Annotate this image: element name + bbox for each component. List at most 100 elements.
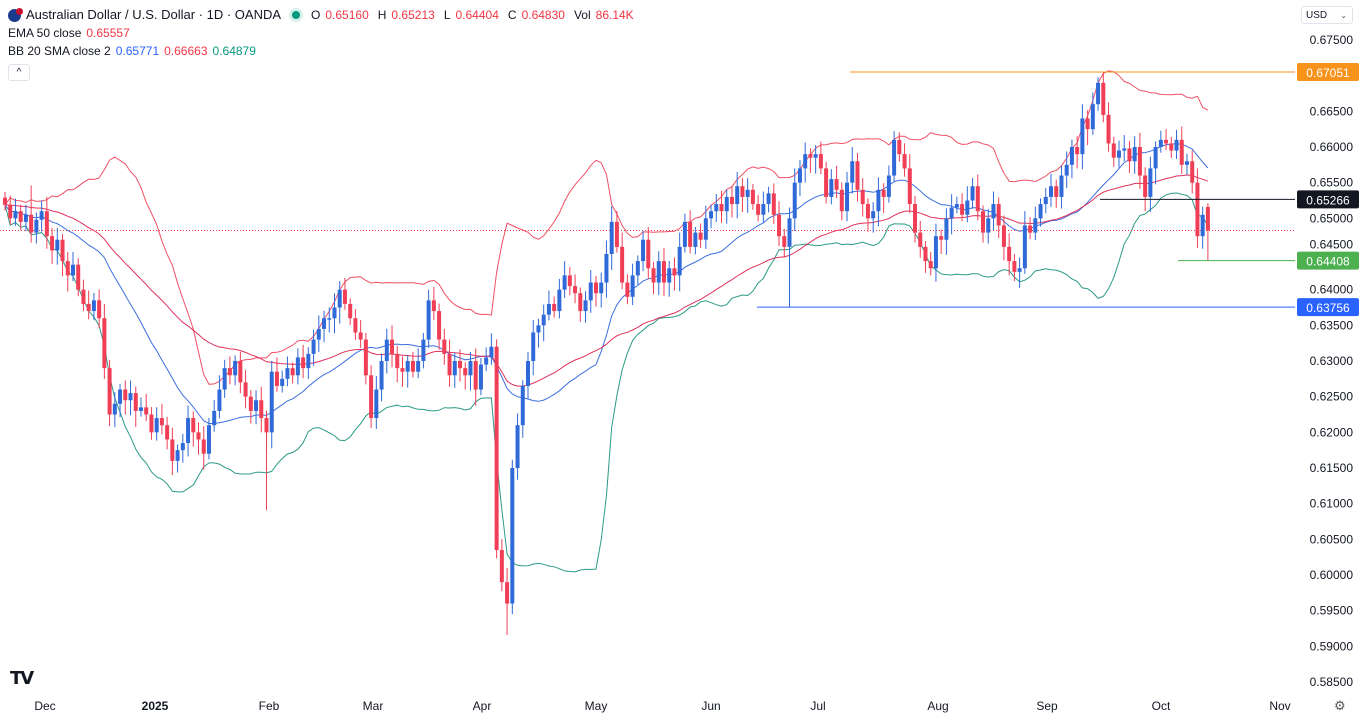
candle-body — [614, 221, 619, 247]
candle-body — [933, 236, 938, 269]
candle-body — [1200, 214, 1205, 237]
y-tick-label: 0.59000 — [1310, 639, 1354, 653]
candle-body — [133, 393, 138, 411]
ema-value: 0.65557 — [86, 26, 130, 40]
candle-body — [55, 239, 60, 251]
candle-body — [646, 239, 651, 269]
candle-body — [395, 353, 400, 369]
tradingview-logo[interactable]: TV — [10, 668, 34, 689]
price-label-badge — [1297, 63, 1359, 82]
candle-body — [960, 204, 965, 215]
chevron-up-icon: ^ — [16, 67, 22, 78]
candle-body — [991, 204, 996, 219]
symbol-title[interactable]: Australian Dollar / U.S. Dollar · 1D · O… — [26, 7, 282, 22]
candle-body — [86, 303, 91, 312]
candle-body — [902, 154, 907, 169]
x-tick-label: Apr — [473, 699, 492, 713]
candle-body — [808, 154, 813, 158]
candle-body — [1054, 186, 1059, 197]
candle-body — [259, 400, 264, 419]
candle-body — [1190, 161, 1195, 183]
candle-body — [714, 204, 719, 212]
volume-value: 86.14K — [595, 8, 634, 22]
candle-body — [180, 443, 185, 451]
candle-body — [97, 300, 102, 319]
candle-body — [881, 189, 886, 197]
candle-body — [1043, 196, 1048, 205]
candle-body — [1049, 186, 1053, 197]
candle-body — [123, 389, 128, 401]
candle-body — [1122, 148, 1127, 151]
candle-body — [593, 282, 598, 294]
candle-body — [1028, 225, 1033, 233]
y-tick-label: 0.61000 — [1310, 497, 1354, 511]
candle-body — [578, 293, 583, 312]
candle-body — [70, 264, 75, 276]
candle-body — [1007, 246, 1012, 262]
candle-body — [965, 200, 970, 215]
candle-body — [306, 353, 311, 369]
candle-body — [682, 221, 687, 247]
candle-body — [342, 289, 347, 304]
chevron-down-icon: ⌄ — [1340, 11, 1347, 20]
x-tick-label: Dec — [34, 699, 55, 713]
candle-body — [1143, 175, 1148, 197]
bb-legend[interactable]: BB 20 SMA close 2 0.65771 0.66663 0.6487… — [8, 42, 634, 60]
collapse-legend-button[interactable]: ^ — [8, 64, 30, 81]
candle-body — [1075, 147, 1080, 155]
candle-body — [855, 161, 860, 190]
candle-body — [484, 357, 489, 365]
candle-body — [546, 303, 551, 315]
candle-body — [39, 211, 44, 220]
candle-body — [865, 204, 870, 219]
candle-body — [316, 328, 321, 340]
candle-body — [494, 346, 499, 551]
candle-body — [515, 425, 520, 468]
candle-body — [416, 361, 421, 372]
candle-body — [928, 261, 933, 269]
candle-body — [390, 339, 395, 354]
candle-body — [641, 239, 646, 262]
ema-50-line — [4, 174, 1209, 387]
candle-body — [128, 393, 133, 401]
candle-body — [970, 186, 975, 201]
candle-body — [1085, 118, 1090, 130]
x-tick-label: Jun — [701, 699, 720, 713]
bb-lower-value: 0.64879 — [212, 44, 256, 58]
low-value: 0.64404 — [455, 8, 499, 22]
candle-body — [672, 268, 677, 276]
settings-icon[interactable]: ⚙ — [1334, 698, 1346, 713]
candle-body — [431, 300, 436, 312]
candle-body — [254, 400, 259, 411]
y-tick-label: 0.63500 — [1310, 318, 1354, 332]
candle-body — [447, 353, 452, 376]
ema-legend[interactable]: EMA 50 close 0.65557 — [8, 24, 634, 42]
candle-body — [227, 368, 232, 376]
price-label-badge — [1297, 251, 1359, 270]
candle-body — [698, 232, 703, 240]
currency-select[interactable]: USD ⌄ — [1301, 6, 1353, 24]
candle-body — [677, 246, 682, 276]
candle-body — [452, 361, 457, 376]
candle-body — [1174, 139, 1179, 151]
y-tick-label: 0.61500 — [1310, 461, 1354, 475]
close-value: 0.64830 — [521, 8, 565, 22]
candle-body — [609, 221, 614, 254]
candle-body — [803, 154, 808, 169]
x-tick-label: Nov — [1269, 699, 1290, 713]
candle-body — [1169, 143, 1174, 151]
candle-body — [468, 361, 473, 376]
candle-body — [552, 303, 557, 312]
candle-body — [301, 357, 306, 369]
price-label-text: 0.64408 — [1306, 255, 1350, 269]
candle-body — [285, 368, 290, 379]
candle-body — [787, 218, 792, 247]
candle-body — [588, 282, 593, 301]
candle-body — [766, 193, 771, 205]
high-label: H — [377, 8, 387, 22]
market-status-icon — [292, 11, 301, 19]
price-axis — [1295, 0, 1366, 722]
y-tick-label: 0.58500 — [1310, 675, 1354, 689]
volume-label: Vol — [573, 8, 591, 22]
